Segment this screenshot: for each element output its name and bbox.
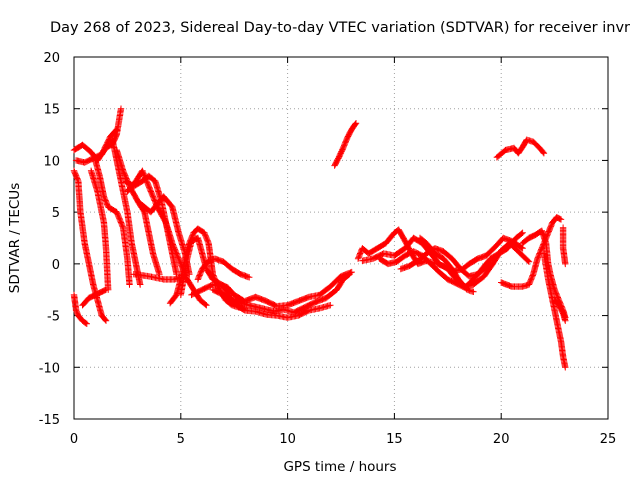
y-tick-label: 5 bbox=[52, 206, 60, 221]
x-tick-label: 5 bbox=[177, 432, 185, 447]
y-tick-label: 10 bbox=[43, 154, 60, 169]
data-track bbox=[559, 224, 569, 268]
data-track bbox=[72, 126, 120, 166]
data-track bbox=[70, 291, 90, 327]
y-tick-label: -5 bbox=[47, 310, 60, 325]
data-track bbox=[130, 271, 184, 283]
x-tick-label: 0 bbox=[70, 432, 78, 447]
plot-frame bbox=[73, 56, 609, 420]
data-track bbox=[194, 255, 253, 283]
y-tick-label: -15 bbox=[39, 413, 60, 428]
x-tick-label: 10 bbox=[279, 432, 296, 447]
grid-layer bbox=[74, 57, 608, 419]
y-tick-label: -10 bbox=[39, 361, 60, 376]
data-track bbox=[231, 268, 355, 310]
data-track bbox=[551, 296, 569, 324]
data-track bbox=[92, 157, 133, 288]
data-track bbox=[540, 250, 569, 371]
data-track bbox=[416, 234, 477, 295]
data-layer bbox=[70, 105, 569, 371]
y-tick-label: 15 bbox=[43, 103, 60, 118]
data-track bbox=[70, 167, 110, 324]
tick-layer: 0 5 10 15 20 25 -15 -10 -5 0 5 10 15 20 bbox=[39, 51, 617, 447]
x-axis-label: GPS time / hours bbox=[283, 459, 396, 475]
data-track bbox=[79, 286, 110, 309]
y-tick-label: 20 bbox=[43, 51, 60, 66]
x-tick-label: 20 bbox=[493, 432, 510, 447]
y-axis-label: SDTVAR / TECUs bbox=[7, 183, 23, 293]
x-tick-label: 15 bbox=[386, 432, 403, 447]
chart-title: Day 268 of 2023, Sidereal Day-to-day VTE… bbox=[50, 20, 630, 36]
y-tick-label: 0 bbox=[52, 258, 60, 273]
data-track bbox=[493, 136, 548, 161]
data-track bbox=[87, 167, 112, 293]
data-track bbox=[331, 120, 360, 169]
x-tick-label: 25 bbox=[600, 432, 617, 447]
